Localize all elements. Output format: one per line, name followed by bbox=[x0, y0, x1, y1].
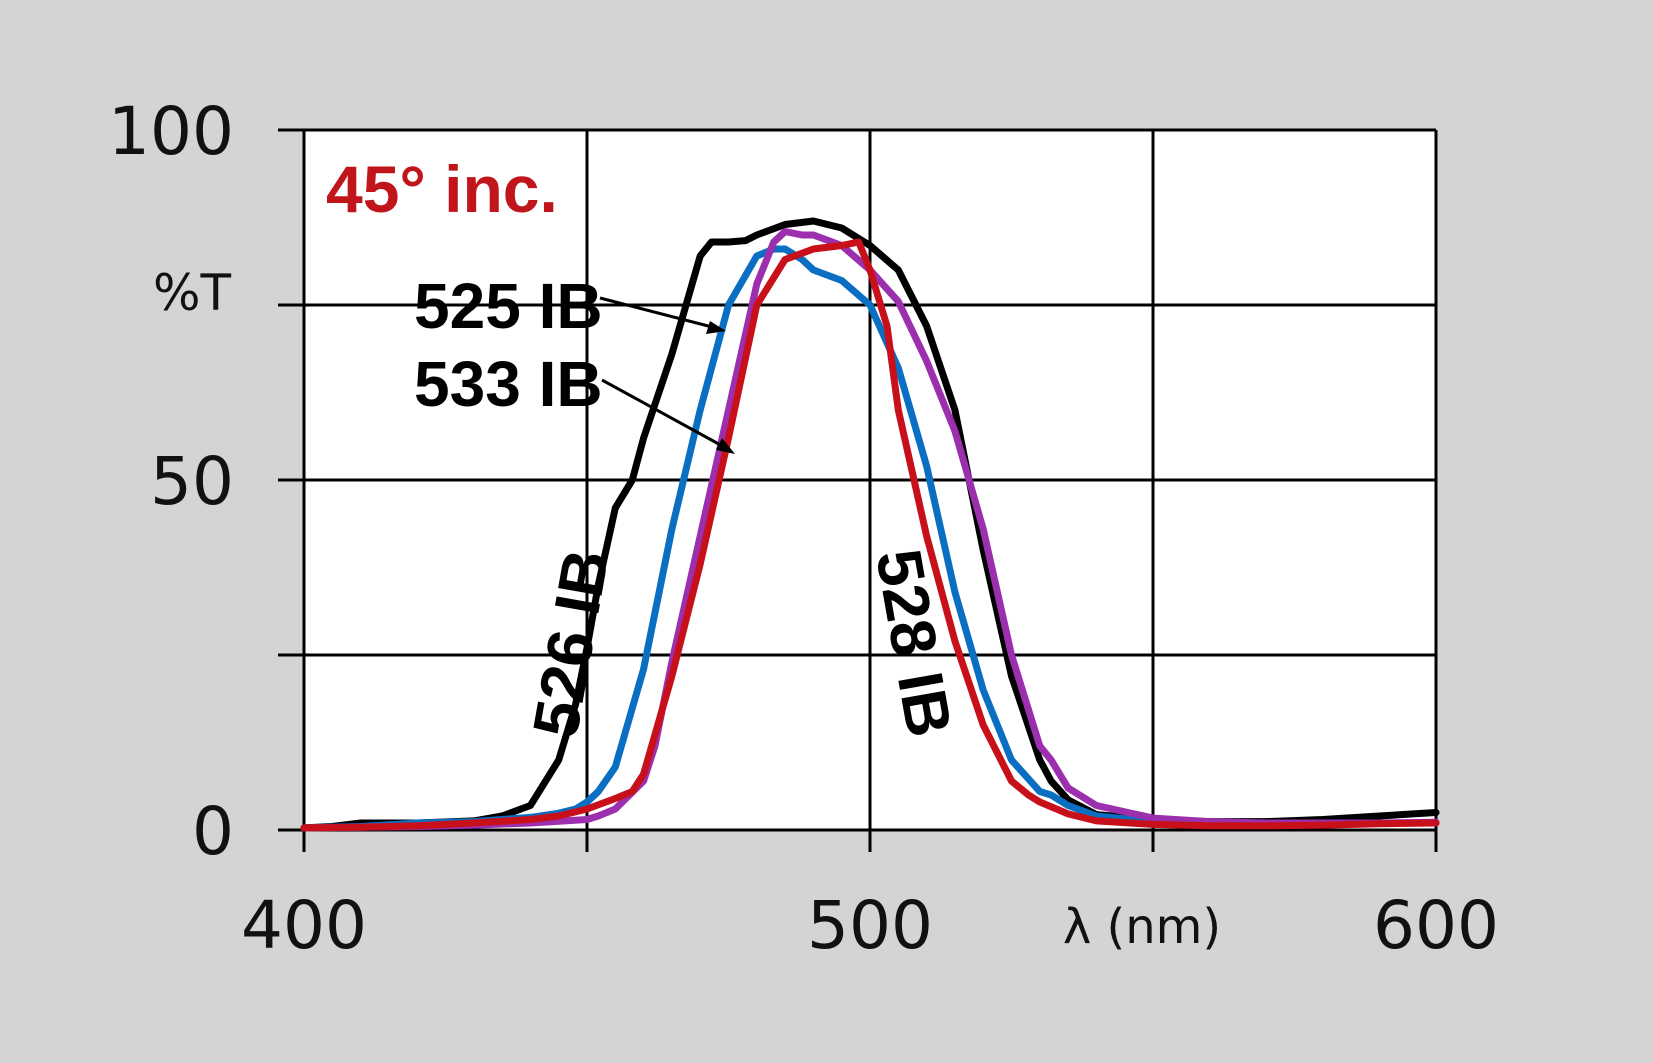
x-axis-label: λ (nm) bbox=[1063, 899, 1221, 955]
axis-ticks bbox=[278, 128, 1438, 852]
incidence-annotation: 45° inc. bbox=[326, 152, 558, 226]
series-line-533-ib bbox=[300, 228, 1440, 832]
series-lines bbox=[300, 217, 1440, 832]
x-tick-label-400: 400 bbox=[241, 887, 367, 964]
leader-arrowhead-533-ib bbox=[716, 438, 735, 454]
leader-line-533-ib bbox=[601, 378, 727, 450]
y-tick-label-50: 50 bbox=[150, 443, 234, 520]
y-tick-label-100: 100 bbox=[108, 93, 234, 170]
series-line-528-ib bbox=[300, 238, 1440, 832]
leader-arrows bbox=[599, 296, 735, 454]
x-tick-label-600: 600 bbox=[1373, 887, 1499, 964]
leader-line-525-ib bbox=[599, 296, 717, 330]
y-tick-label-0: 0 bbox=[192, 793, 234, 870]
y-axis-label: %T bbox=[153, 264, 232, 322]
x-tick-label-500: 500 bbox=[807, 887, 933, 964]
chart-text: 0 50 100 400 500 600 λ (nm) %T 45° inc. 525 IB533… bbox=[108, 93, 1499, 964]
series-label-533-ib: 533 IB bbox=[414, 348, 603, 420]
series-label-525-ib: 525 IB bbox=[414, 270, 603, 342]
leader-arrowhead-525-ib bbox=[706, 321, 726, 334]
